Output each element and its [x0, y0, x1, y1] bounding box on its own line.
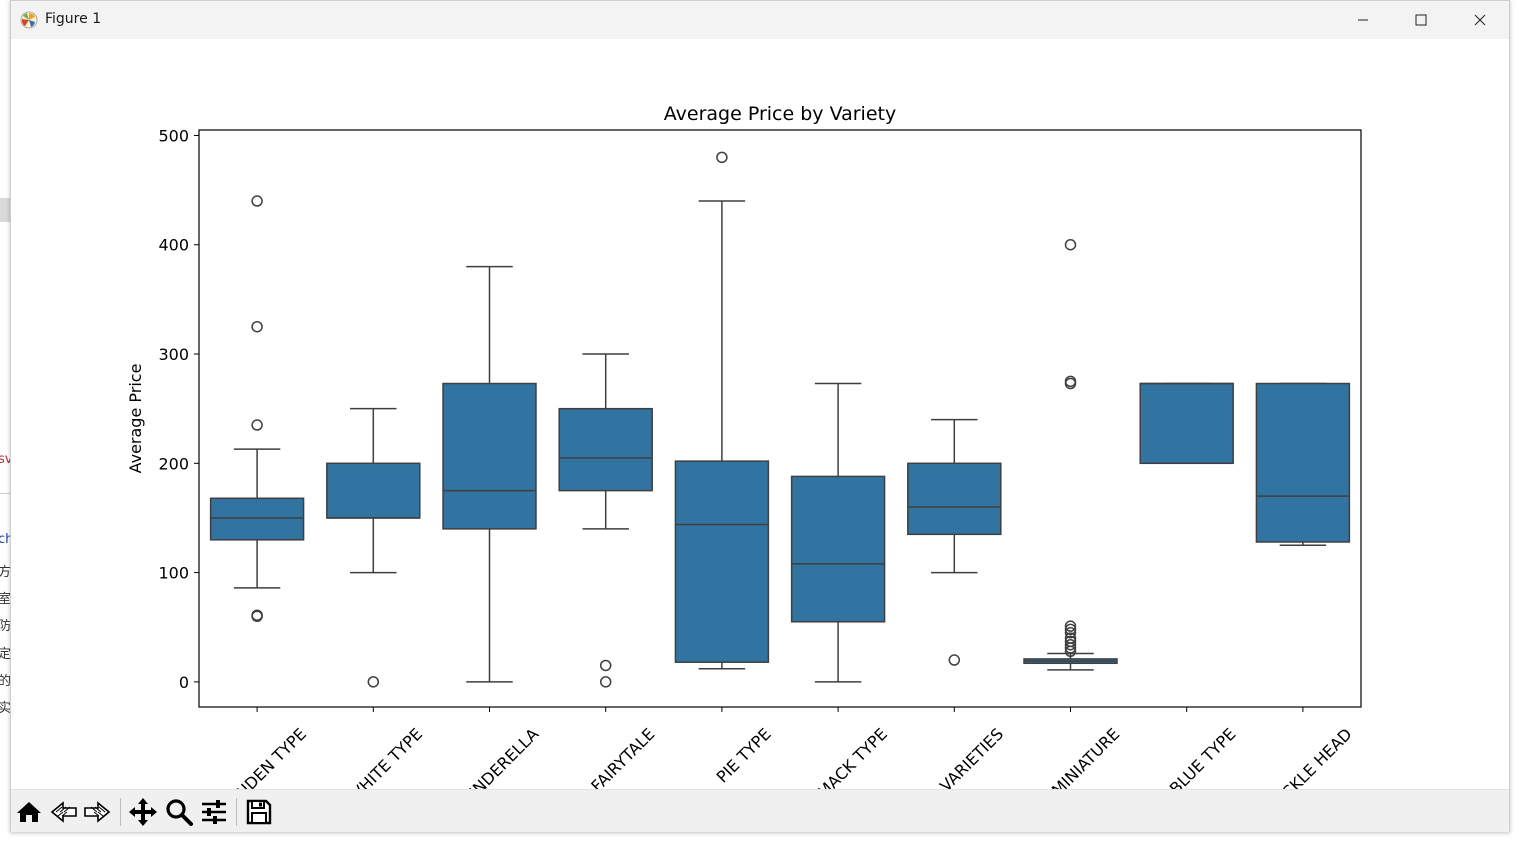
magnifier-icon — [166, 799, 193, 826]
box-iqr — [907, 462, 1002, 536]
box-iqr — [209, 497, 305, 541]
box-group — [674, 151, 770, 670]
y-tick-label: 500 — [158, 126, 189, 145]
x-tick-label: PIE TYPE — [713, 724, 775, 786]
box-group — [1139, 382, 1234, 465]
chart-title: Average Price by Variety — [664, 103, 896, 125]
x-tick-label: MACK TYPE — [813, 724, 890, 789]
outlier-point — [251, 195, 263, 207]
x-tick-label: NDEN TYPE — [232, 724, 310, 789]
toolbar-separator — [236, 798, 237, 826]
outlier-point — [1064, 238, 1077, 251]
arrow-left-icon — [50, 801, 77, 823]
move-icon — [129, 798, 157, 826]
y-tick-label: 300 — [158, 345, 189, 364]
background-fragment-text: 防 — [0, 619, 10, 634]
box-group — [558, 353, 653, 688]
outlier-point — [1064, 638, 1077, 651]
outlier-point — [599, 659, 612, 672]
x-tick-label: CKLE HEAD — [1278, 724, 1356, 789]
background-desktop-strip: sv ch 方 室 防 定 的 实 — [0, 0, 10, 841]
outlier-point — [1064, 375, 1077, 388]
box-group — [442, 265, 537, 683]
save-button[interactable] — [243, 796, 275, 828]
pan-button[interactable] — [127, 796, 159, 828]
figure-canvas[interactable]: Average Price by Variety Average Price 0 10… — [11, 39, 1509, 803]
arrow-right-icon — [84, 801, 111, 823]
toolbar-separator — [120, 798, 121, 826]
outlier-point — [1064, 623, 1077, 636]
box-iqr — [442, 382, 537, 530]
outlier-point — [1064, 620, 1077, 632]
outlier-point — [1064, 635, 1077, 648]
y-tick-label: 0 — [179, 673, 189, 692]
home-icon — [17, 802, 41, 822]
x-tick-label: INDERELLA — [466, 724, 543, 789]
title-bar[interactable]: Figure 1 — [11, 1, 1509, 39]
x-tick-label: FAIRYTALE — [587, 724, 658, 789]
background-fragment-text: 室 — [0, 592, 10, 607]
minimize-button[interactable] — [1334, 1, 1392, 39]
outlier-point — [251, 419, 263, 431]
boxplot-chart: Average Price by Variety Average Price 0 10… — [126, 103, 1362, 803]
y-tick-label: 100 — [158, 564, 189, 583]
close-icon — [1474, 14, 1486, 26]
box-iqr — [790, 475, 886, 623]
outlier-point — [599, 676, 612, 688]
box-group — [790, 382, 886, 683]
outlier-point — [251, 609, 263, 621]
figure-window: Figure 1 Average Price by Variety Average… — [10, 0, 1510, 832]
background-fragment-text: ch — [0, 532, 10, 547]
matplotlib-logo-icon — [20, 11, 38, 29]
minimize-icon — [1358, 19, 1368, 21]
floppy-disk-icon — [246, 799, 272, 825]
x-tick-label: MINIATURE — [1048, 724, 1123, 789]
x-tick-label: VARIETIES — [936, 724, 1007, 789]
outlier-point — [1064, 632, 1077, 644]
background-fragment-text: 的 — [0, 674, 10, 689]
forward-button[interactable] — [81, 796, 113, 828]
maximize-icon — [1415, 14, 1427, 26]
outlier-point — [1064, 626, 1077, 639]
outlier-point — [948, 654, 961, 666]
box-group — [1023, 238, 1118, 671]
y-tick-label: 400 — [158, 236, 189, 255]
background-fragment-text: 定 — [0, 647, 10, 662]
background-fragment-text: sv — [0, 452, 10, 467]
outlier-point — [367, 676, 380, 688]
close-button[interactable] — [1451, 1, 1509, 39]
y-tick-label: 200 — [158, 454, 189, 473]
zoom-button[interactable] — [163, 796, 195, 828]
box-iqr — [326, 462, 421, 519]
outlier-point — [251, 320, 263, 333]
x-tick-label: BLUE TYPE — [1166, 724, 1240, 789]
navigation-toolbar — [11, 789, 1509, 832]
box-group — [907, 418, 1002, 666]
background-fragment-text: 实 — [0, 701, 10, 716]
box-iqr — [1255, 382, 1351, 543]
background-fragment-text: 方 — [0, 565, 10, 580]
maximize-button[interactable] — [1392, 1, 1450, 39]
box-iqr — [674, 460, 770, 663]
box-iqr — [558, 407, 653, 492]
back-button[interactable] — [48, 796, 80, 828]
plot-frame — [198, 129, 1362, 708]
box-group — [209, 195, 305, 623]
x-tick-label: VHITE TYPE — [348, 724, 426, 789]
outlier-point — [716, 151, 728, 164]
background-fragment-block — [0, 198, 10, 222]
home-button[interactable] — [13, 796, 45, 828]
configure-subplots-button[interactable] — [198, 796, 230, 828]
y-axis-label: Average Price — [126, 364, 145, 474]
box-group — [1255, 382, 1351, 547]
box-iqr — [1139, 382, 1234, 465]
sliders-icon — [202, 800, 226, 824]
window-title: Figure 1 — [45, 11, 102, 27]
box-group — [326, 407, 421, 688]
background-divider — [0, 493, 10, 494]
